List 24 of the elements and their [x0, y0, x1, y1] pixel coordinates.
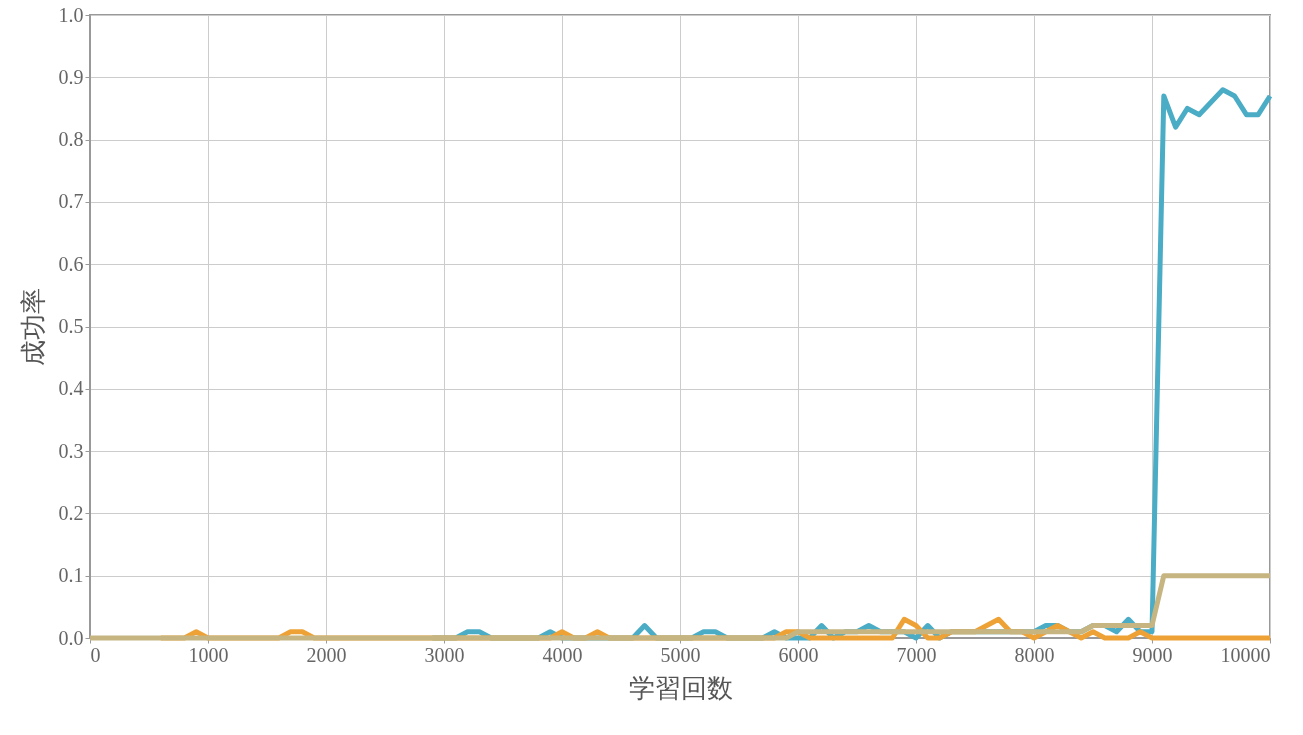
x-tick-label: 5000	[660, 643, 701, 666]
y-tick-label: 0.6	[58, 252, 84, 275]
x-tick-label: 9000	[1132, 643, 1173, 666]
x-tick-label: 3000	[424, 643, 465, 666]
x-axis-title: 学習回数	[628, 672, 733, 703]
y-tick-label: 1.0	[58, 3, 84, 26]
y-tick-label: 0.2	[58, 501, 84, 524]
x-tick-label: 1000	[188, 643, 229, 666]
y-tick-label: 0.7	[58, 190, 84, 213]
y-tick-label: 0.1	[58, 564, 84, 587]
x-tick-label: 2000	[306, 643, 347, 666]
y-tick-label: 0.5	[58, 315, 84, 337]
y-tick-label: 0.8	[58, 128, 84, 151]
y-tick-label: 0.9	[58, 65, 84, 88]
x-tick-label: 0	[90, 643, 101, 666]
x-tick-label: 4000	[542, 643, 583, 666]
x-tick-label: 6000	[778, 643, 819, 666]
y-tick-label: 0.0	[58, 626, 84, 649]
x-tick-label: 7000	[896, 643, 937, 666]
y-tick-label: 0.3	[58, 439, 84, 462]
y-axis-title: 成功率	[17, 288, 48, 366]
x-tick-label: 10000	[1220, 643, 1271, 666]
y-tick-label: 0.4	[58, 377, 84, 400]
x-tick-label: 8000	[1014, 643, 1055, 666]
